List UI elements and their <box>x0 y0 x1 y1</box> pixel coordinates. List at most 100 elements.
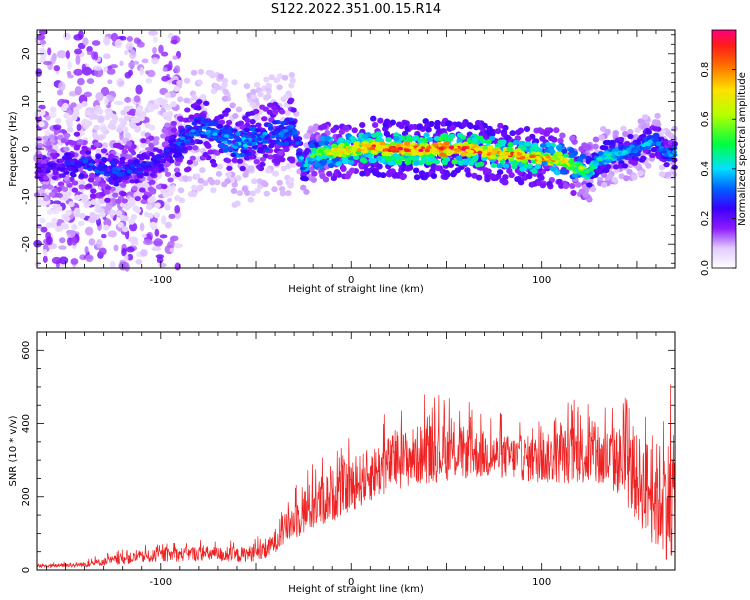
spectrogram-cell <box>433 123 441 130</box>
spectrogram-cell <box>43 164 49 169</box>
spectrogram-cell <box>404 159 411 165</box>
spectrogram-cell <box>77 30 84 40</box>
spectrogram-cell <box>146 204 153 211</box>
spectrogram-cell <box>663 162 670 168</box>
spectrogram-cell <box>290 120 297 126</box>
spectrogram-cell <box>270 134 276 139</box>
spectrogram-cell <box>191 184 198 191</box>
spectrogram-cell <box>58 158 65 164</box>
spectrogram-cell <box>200 133 207 139</box>
spectrogram-cell <box>182 175 189 182</box>
spectrogram-cell <box>57 181 65 187</box>
spectrogram-cell <box>68 201 75 208</box>
spectrogram-cell <box>647 134 654 140</box>
spectrogram-cell <box>174 160 181 166</box>
spectrogram-cell <box>554 151 561 157</box>
spectrogram-cell <box>159 234 168 239</box>
colorbar: 0.00.20.40.60.8 Normalized spectral ampl… <box>700 29 748 276</box>
spectrogram-cell <box>513 139 520 145</box>
spectrogram-cell <box>170 101 177 108</box>
spectrogram-cell <box>39 47 45 53</box>
spectrogram-cell <box>486 148 492 153</box>
spectrogram-cell <box>190 129 196 133</box>
spectrogram-cell <box>66 70 72 76</box>
spectrogram-cell <box>124 71 132 79</box>
spectrogram-cell <box>489 173 497 180</box>
spectrogram-cell <box>124 132 131 139</box>
spectrogram-cell <box>526 163 533 169</box>
spectrogram-cell <box>109 260 116 269</box>
spectrogram-cell <box>165 104 172 111</box>
spectrogram-cells <box>33 29 678 272</box>
spectrogram-cell <box>278 109 286 115</box>
spectrogram-cell <box>359 121 366 128</box>
spectrogram-cell <box>276 150 284 156</box>
spectrogram-cell <box>113 244 119 252</box>
spectrogram-cell <box>335 161 342 167</box>
spectrogram-cell <box>94 193 101 199</box>
spectrogram-cell <box>287 97 295 103</box>
spectrogram-cell <box>217 137 223 141</box>
spectrogram-cell <box>340 165 347 172</box>
spectrogram-cell <box>128 61 136 69</box>
colorbar-gradient <box>711 29 737 269</box>
spectrogram-cell <box>45 222 53 229</box>
spectrogram-cell <box>536 127 544 134</box>
spectrogram-cell <box>100 125 108 132</box>
spectrogram-cell <box>583 168 589 173</box>
spectrogram-cell <box>578 166 584 170</box>
spectrogram-cell <box>109 160 116 165</box>
spectrogram-cell <box>135 259 143 265</box>
spectrogram-cell <box>578 188 586 195</box>
colorbar-label: Normalized spectral amplitude <box>737 72 748 226</box>
spectrogram-cell <box>136 41 145 48</box>
spectrogram-cell <box>667 153 674 158</box>
spectrogram-cell <box>70 140 77 146</box>
spectrogram-cell <box>239 152 246 158</box>
spectrogram-cell <box>52 168 59 173</box>
spectrogram-cell <box>183 77 191 84</box>
spectrogram-cell <box>485 139 492 145</box>
spectrogram-cell <box>46 236 53 246</box>
spectrogram-cell <box>368 157 375 163</box>
spectrogram-cell <box>244 117 251 124</box>
spectrogram-cell <box>180 142 186 147</box>
spectrogram-cell <box>569 182 576 189</box>
spectrogram-cell <box>558 182 565 189</box>
spectrogram-cell <box>46 208 54 215</box>
spectrogram-cell <box>149 189 157 195</box>
spectrogram-cell <box>326 151 332 156</box>
spectrogram-cell <box>63 215 71 222</box>
spectrogram-cell <box>250 141 257 146</box>
spectrogram-cell <box>196 139 203 145</box>
spectrogram-cell <box>389 147 395 151</box>
spectrogram-cell <box>188 114 195 120</box>
spectrogram-cell <box>243 83 251 90</box>
spectrogram-cell <box>170 39 178 45</box>
spectrogram-cell <box>158 44 164 54</box>
spectrogram-cell <box>484 173 491 180</box>
spectrogram-cell <box>124 254 129 262</box>
spectrogram-cell <box>471 137 479 143</box>
spectrogram-cell <box>125 246 135 253</box>
spectrogram-cell <box>413 160 420 166</box>
spectrogram-cell <box>311 170 318 177</box>
spectrogram-cell <box>589 186 597 193</box>
spectrogram-cell <box>107 79 113 85</box>
spectrogram-cell <box>126 154 133 160</box>
spectrogram-cell <box>456 132 464 138</box>
spectrogram-cell <box>92 65 103 71</box>
spectrogram-cell <box>153 212 161 219</box>
spectrogram-cell <box>81 146 89 152</box>
spectrogram-cell <box>168 213 176 220</box>
spectrogram-cell <box>440 120 447 127</box>
spectrogram-cell <box>508 157 515 162</box>
x-tick-label: 0 <box>348 577 354 588</box>
spectrogram-cell <box>496 169 504 176</box>
spectrogram-cell <box>149 221 157 228</box>
spectrogram-cell <box>427 156 434 162</box>
spectrogram-cell <box>222 111 229 117</box>
spectrogram-cell <box>423 132 430 138</box>
spectrogram-cell <box>437 136 445 142</box>
spectrogram-cell <box>189 133 195 137</box>
